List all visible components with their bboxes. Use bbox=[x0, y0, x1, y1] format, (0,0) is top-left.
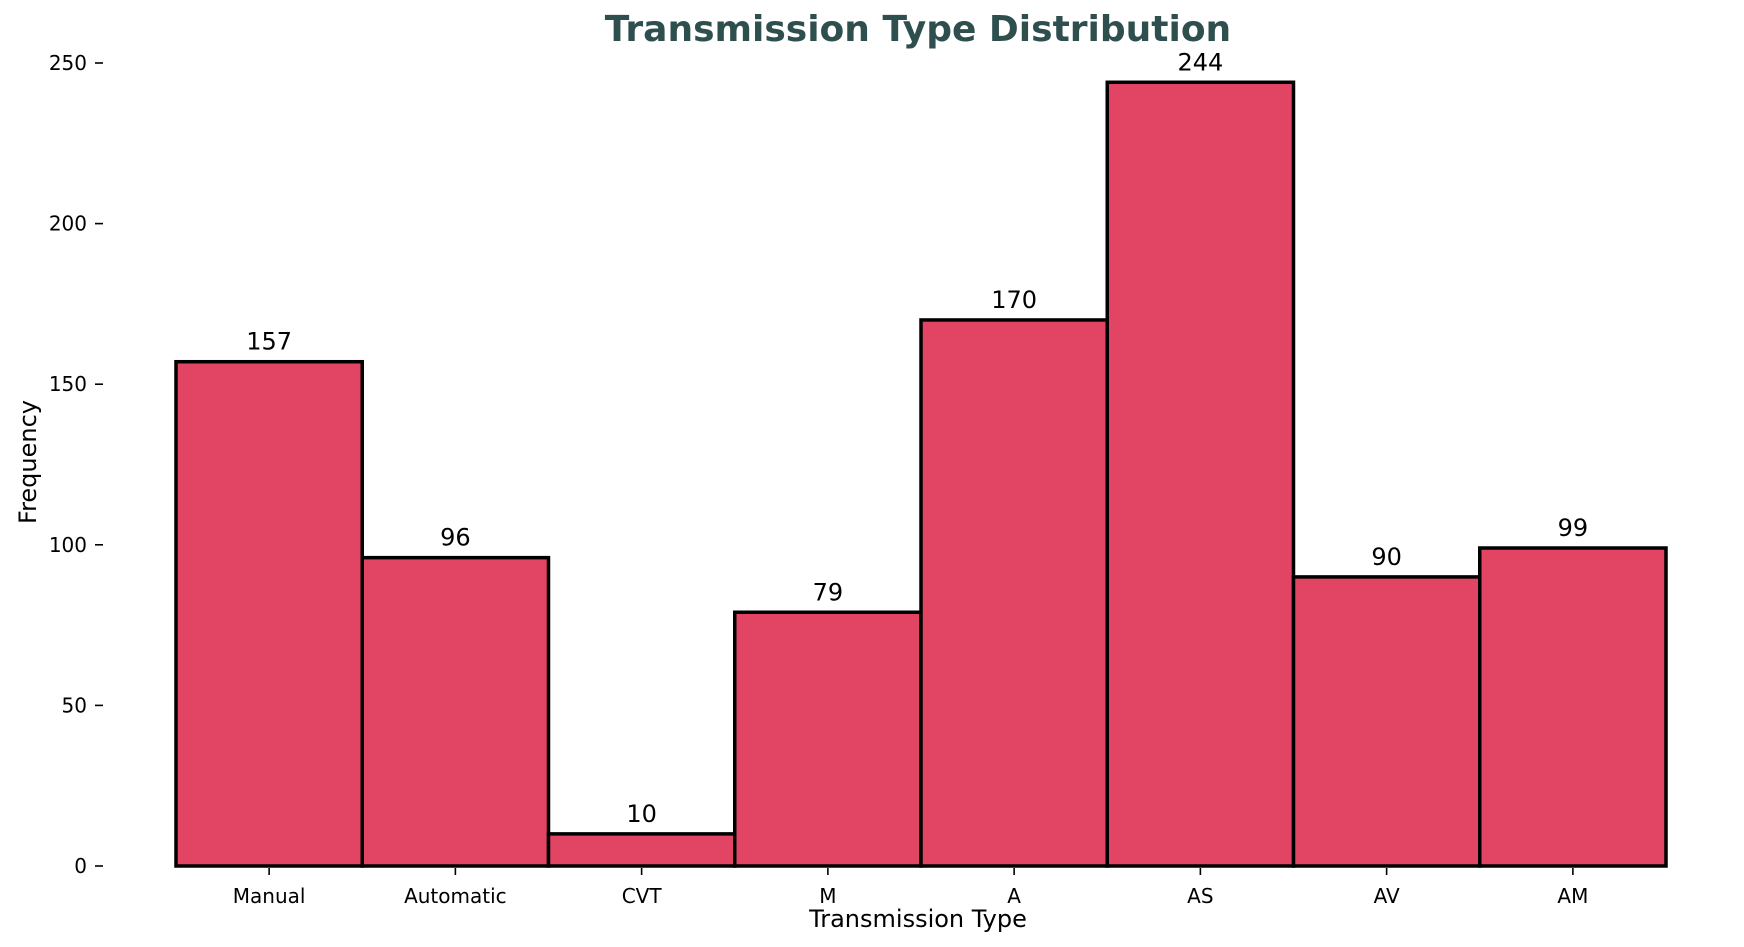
y-tick-label: 50 bbox=[62, 693, 87, 717]
data-labels: 157 96 10 79 170 244 90 99 bbox=[246, 48, 1588, 828]
y-axis: 0 50 100 150 200 250 bbox=[49, 51, 103, 878]
bar bbox=[360, 555, 551, 868]
y-tick-label: 0 bbox=[74, 854, 87, 878]
bar-value-label: 170 bbox=[991, 286, 1037, 314]
bar-value-label: 10 bbox=[626, 800, 657, 828]
y-tick-label: 150 bbox=[49, 372, 87, 396]
x-axis: Manual Automatic CVT M A AS AV AM bbox=[233, 868, 1588, 908]
y-tick-label: 100 bbox=[49, 533, 87, 557]
x-tick-label: Automatic bbox=[404, 884, 507, 908]
y-tick-label: 250 bbox=[49, 51, 87, 75]
x-tick-label: AV bbox=[1374, 884, 1400, 908]
bar-value-label: 96 bbox=[440, 524, 471, 552]
bar-value-label: 90 bbox=[1371, 543, 1402, 571]
x-axis-label: Transmission Type bbox=[808, 905, 1027, 933]
bar-series bbox=[174, 80, 1668, 868]
y-tick-label: 200 bbox=[49, 212, 87, 236]
bar bbox=[919, 318, 1109, 868]
x-tick-label: A bbox=[1007, 884, 1021, 908]
bar-value-label: 99 bbox=[1558, 514, 1589, 542]
x-tick-label: M bbox=[819, 884, 836, 908]
bar bbox=[1478, 546, 1668, 868]
x-tick-label: CVT bbox=[622, 884, 663, 908]
chart-title: Transmission Type Distribution bbox=[605, 9, 1231, 50]
bar-value-label: 79 bbox=[813, 578, 844, 606]
bar-value-label: 157 bbox=[246, 328, 292, 356]
x-tick-label: AS bbox=[1187, 884, 1213, 908]
bar-value-label: 244 bbox=[1177, 48, 1223, 76]
x-tick-label: Manual bbox=[233, 884, 306, 908]
x-tick-label: AM bbox=[1557, 884, 1588, 908]
bar bbox=[1291, 575, 1482, 868]
bar bbox=[1105, 80, 1296, 868]
bar bbox=[174, 359, 364, 868]
y-axis-label: Frequency bbox=[14, 400, 42, 524]
bar bbox=[546, 832, 737, 868]
bar bbox=[733, 610, 923, 868]
